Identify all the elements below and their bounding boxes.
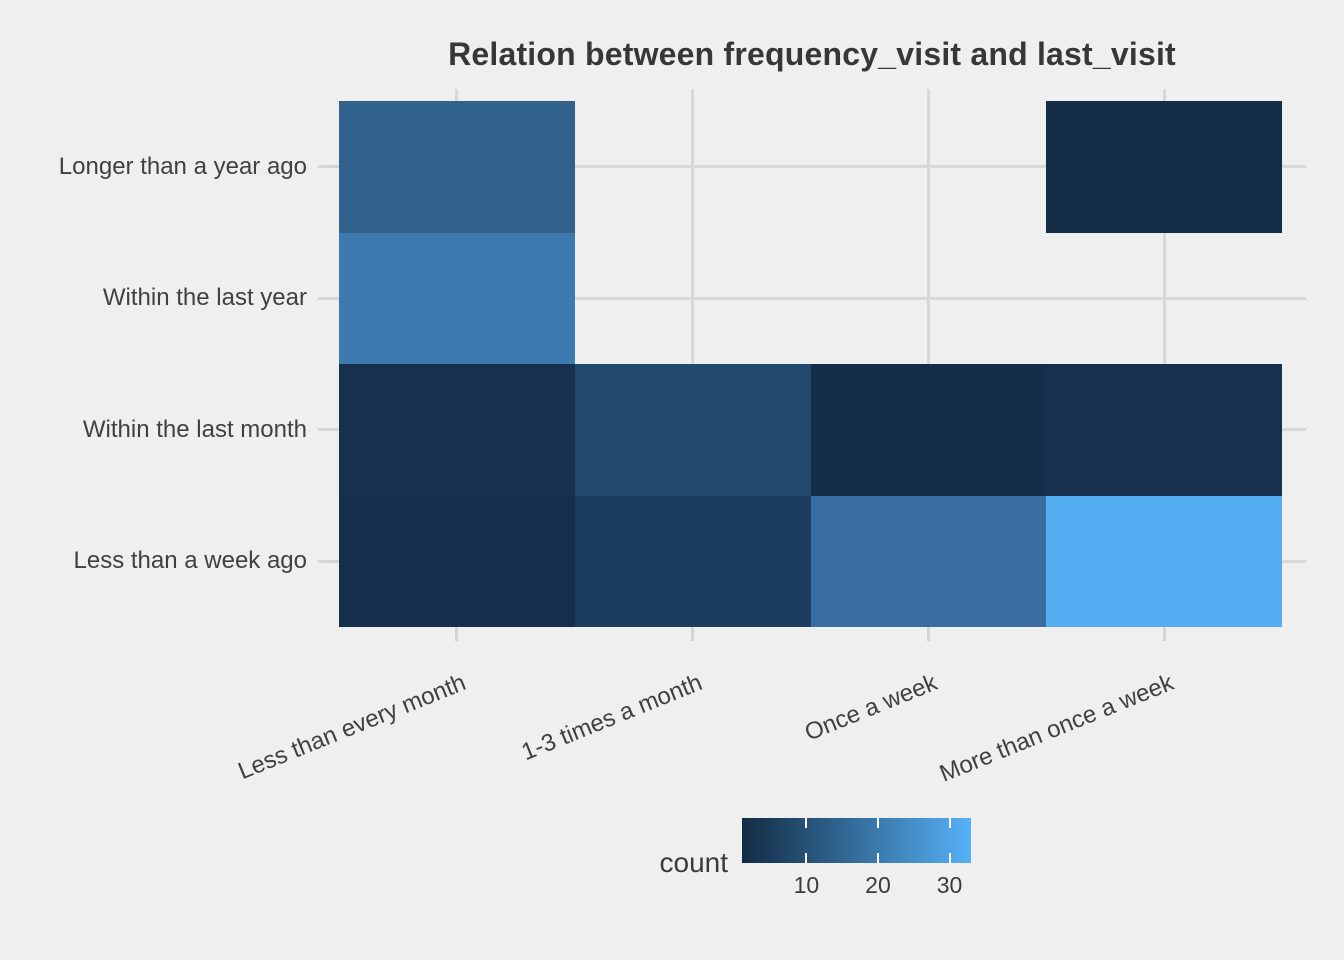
legend-title: count	[659, 847, 729, 878]
y-axis-tick	[325, 296, 338, 300]
y-axis-label: Longer than a year ago	[58, 152, 307, 180]
x-axis-tick	[455, 628, 459, 641]
legend-tick	[805, 853, 808, 863]
gridline-vertical	[926, 89, 930, 628]
legend-tick	[876, 818, 879, 828]
gridline-vertical	[1162, 89, 1166, 628]
gridline-vertical	[691, 89, 695, 628]
x-axis-label: Less than every month	[234, 669, 470, 786]
legend-tick	[805, 818, 808, 828]
legend-tick	[948, 818, 951, 828]
heatmap-tile	[1046, 101, 1282, 233]
x-axis-label: More than once a week	[935, 669, 1177, 788]
y-axis-tick	[325, 165, 338, 169]
legend-tick-label: 10	[793, 872, 820, 898]
x-axis-tick	[926, 628, 930, 641]
heatmap-tile	[811, 496, 1046, 627]
legend-tick-label: 30	[936, 872, 963, 898]
x-axis-tick	[691, 628, 695, 641]
heatmap-tile	[1046, 364, 1282, 496]
heatmap-tile	[811, 364, 1046, 496]
x-axis-label: Once a week	[801, 669, 942, 747]
chart-title: Relation between frequency_visit and las…	[448, 36, 1176, 72]
y-axis-tick	[325, 559, 338, 563]
heatmap-tile	[1046, 496, 1282, 627]
legend-tick	[948, 853, 951, 863]
heatmap-tile	[339, 233, 575, 364]
heatmap-tile	[339, 496, 575, 627]
x-axis-tick	[1162, 628, 1166, 641]
heatmap-tile	[339, 101, 575, 233]
heatmap-tile	[575, 364, 811, 496]
x-axis-label: 1-3 times a month	[517, 669, 706, 767]
y-axis-label: Within the last year	[102, 284, 307, 312]
gridline-horizontal	[318, 296, 1306, 300]
heatmap-tile	[575, 496, 811, 627]
y-axis-tick	[325, 428, 338, 432]
y-axis-label: Within the last month	[82, 415, 307, 443]
heatmap-tile	[339, 364, 575, 496]
legend-tick-label: 20	[865, 872, 891, 898]
y-axis-label: Less than a week ago	[73, 547, 308, 575]
gridline-horizontal	[318, 165, 1306, 169]
legend-tick	[876, 853, 879, 863]
plot-panel	[318, 89, 1306, 628]
legend-gradient-bar	[742, 818, 971, 863]
